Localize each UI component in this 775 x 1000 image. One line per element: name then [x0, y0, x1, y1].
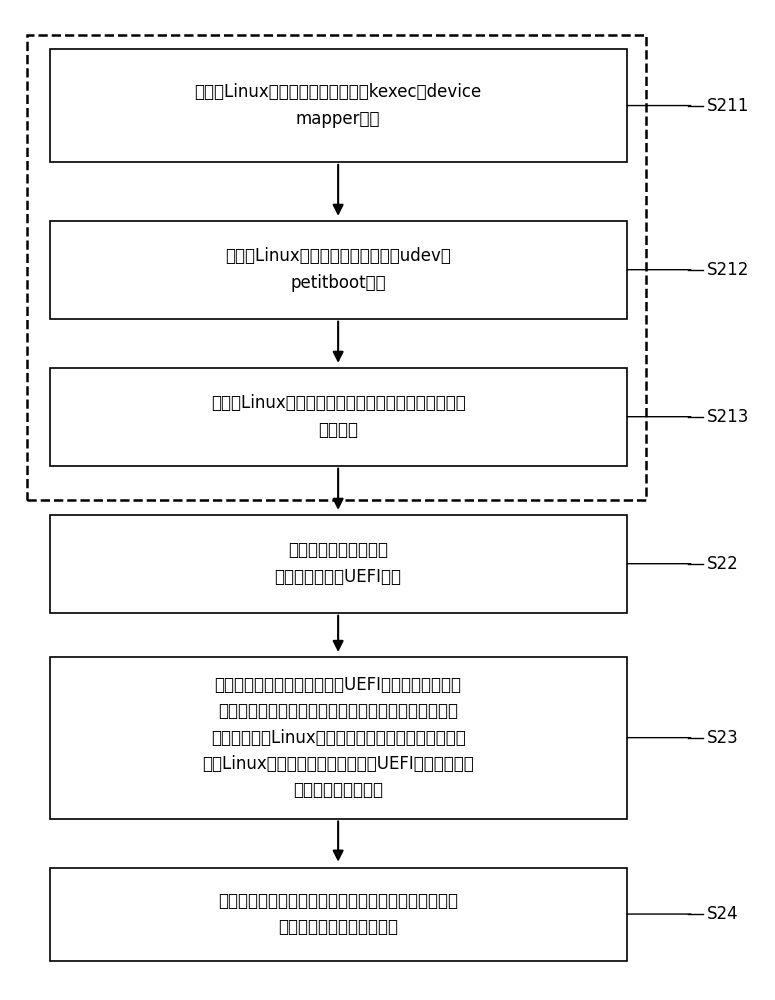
Text: S24: S24: [707, 905, 738, 923]
Bar: [50, 657, 627, 818]
Text: S212: S212: [707, 261, 749, 279]
Bar: [50, 867, 627, 961]
Text: 响应于加载目标操作系
统，运行扩展的UEFI固件: 响应于加载目标操作系 统，运行扩展的UEFI固件: [274, 542, 401, 586]
Bar: [50, 221, 627, 319]
Bar: [50, 49, 627, 162]
Text: 在基于Linux的微型操作系统中引入udev和
petitboot组件: 在基于Linux的微型操作系统中引入udev和 petitboot组件: [226, 247, 451, 292]
Text: S22: S22: [707, 555, 739, 573]
Text: 在基于Linux的微型操作系统中加入启动类外部设备所
需的驱动: 在基于Linux的微型操作系统中加入启动类外部设备所 需的驱动: [211, 394, 466, 439]
Text: S211: S211: [707, 97, 749, 115]
Text: S23: S23: [707, 729, 739, 747]
Text: 在基于Linux的微型操作系统中开启kexec和device
mapper特性: 在基于Linux的微型操作系统中开启kexec和device mapper特性: [195, 83, 482, 128]
Text: 在驱动了所述启动类外部设备之后，通过所述外围设备
支持模块加载目标操作系统: 在驱动了所述启动类外部设备之后，通过所述外围设备 支持模块加载目标操作系统: [218, 892, 458, 936]
Text: S213: S213: [707, 408, 749, 426]
Bar: [26, 34, 646, 500]
Bar: [50, 515, 627, 613]
Bar: [50, 368, 627, 466]
Text: 引导外围设备支持模块以支持UEFI固件无法直接驱动
的启动类外部设备的驱动，其中所述外围设备支持模块
通过修改基于Linux的微型操作系统而获得，其中所述
基于: 引导外围设备支持模块以支持UEFI固件无法直接驱动 的启动类外部设备的驱动，其中…: [202, 676, 474, 799]
